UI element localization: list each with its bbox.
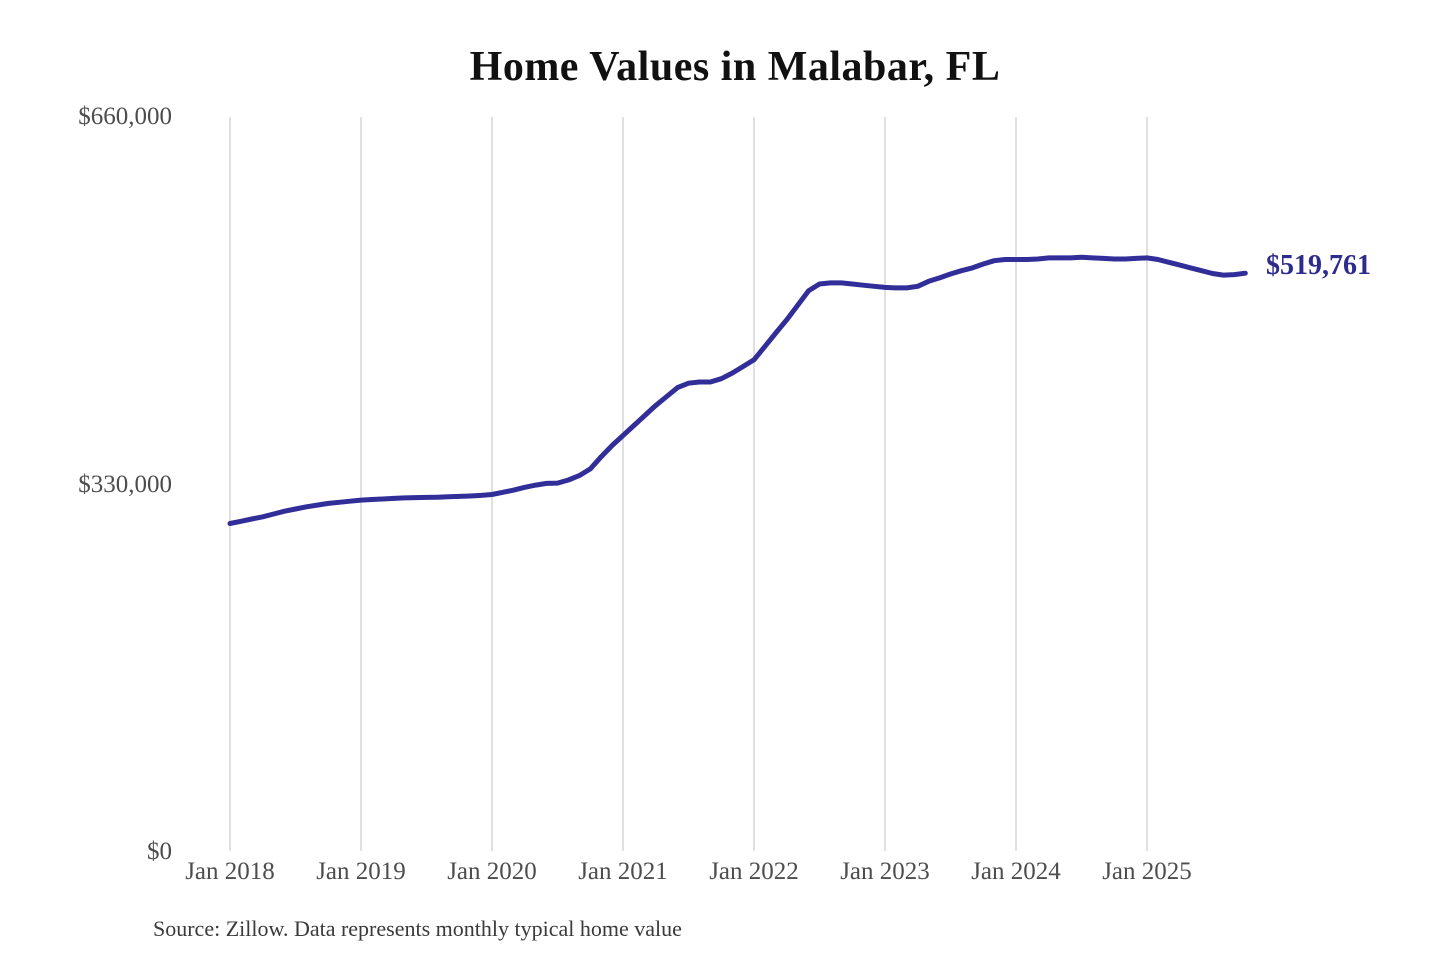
chart-title: Home Values in Malabar, FL: [469, 44, 1001, 90]
x-axis-tick-label: Jan 2022: [709, 858, 799, 885]
home-value-line: [227, 254, 1248, 526]
x-axis-tick-label: Jan 2021: [578, 858, 668, 885]
source-note: Source: Zillow. Data represents monthly …: [153, 916, 682, 941]
x-axis-tick-label: Jan 2023: [840, 858, 930, 885]
x-axis-tick-label: Jan 2019: [316, 858, 406, 885]
x-axis-tick-label: Jan 2025: [1102, 858, 1192, 885]
y-axis-tick-label: $330,000: [78, 470, 172, 498]
y-axis-tick-label: $0: [147, 838, 172, 865]
latest-value-label: $519,761: [1266, 250, 1371, 281]
x-axis-tick-label: Jan 2020: [447, 858, 537, 885]
x-axis-tick-label: Jan 2018: [185, 858, 275, 885]
x-axis-tick-label: Jan 2024: [971, 858, 1061, 885]
y-axis-tick-label: $660,000: [78, 103, 172, 130]
